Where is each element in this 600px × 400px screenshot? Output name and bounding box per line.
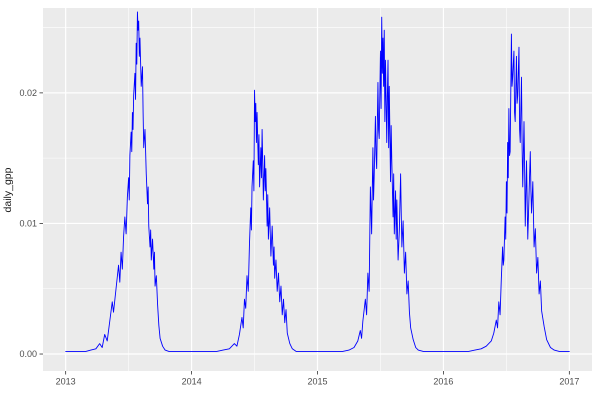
y-tick-label: 0.00: [19, 349, 37, 359]
series-line-daily_gpp: [65, 11, 570, 352]
x-tick-label: 2015: [307, 377, 327, 387]
y-axis-title: daily_gpp: [2, 167, 14, 212]
x-tick-label: 2016: [433, 377, 453, 387]
y-tick-label: 0.01: [19, 218, 37, 228]
series-layer: [65, 11, 570, 352]
y-tick-label: 0.02: [19, 88, 37, 98]
x-tick-label: 2017: [559, 377, 579, 387]
axis-layer: 2013 2014 2015 2016 2017 0.00 0.01 0.02: [19, 88, 579, 387]
x-tick-label: 2014: [182, 377, 202, 387]
x-tick-label: 2013: [56, 377, 76, 387]
